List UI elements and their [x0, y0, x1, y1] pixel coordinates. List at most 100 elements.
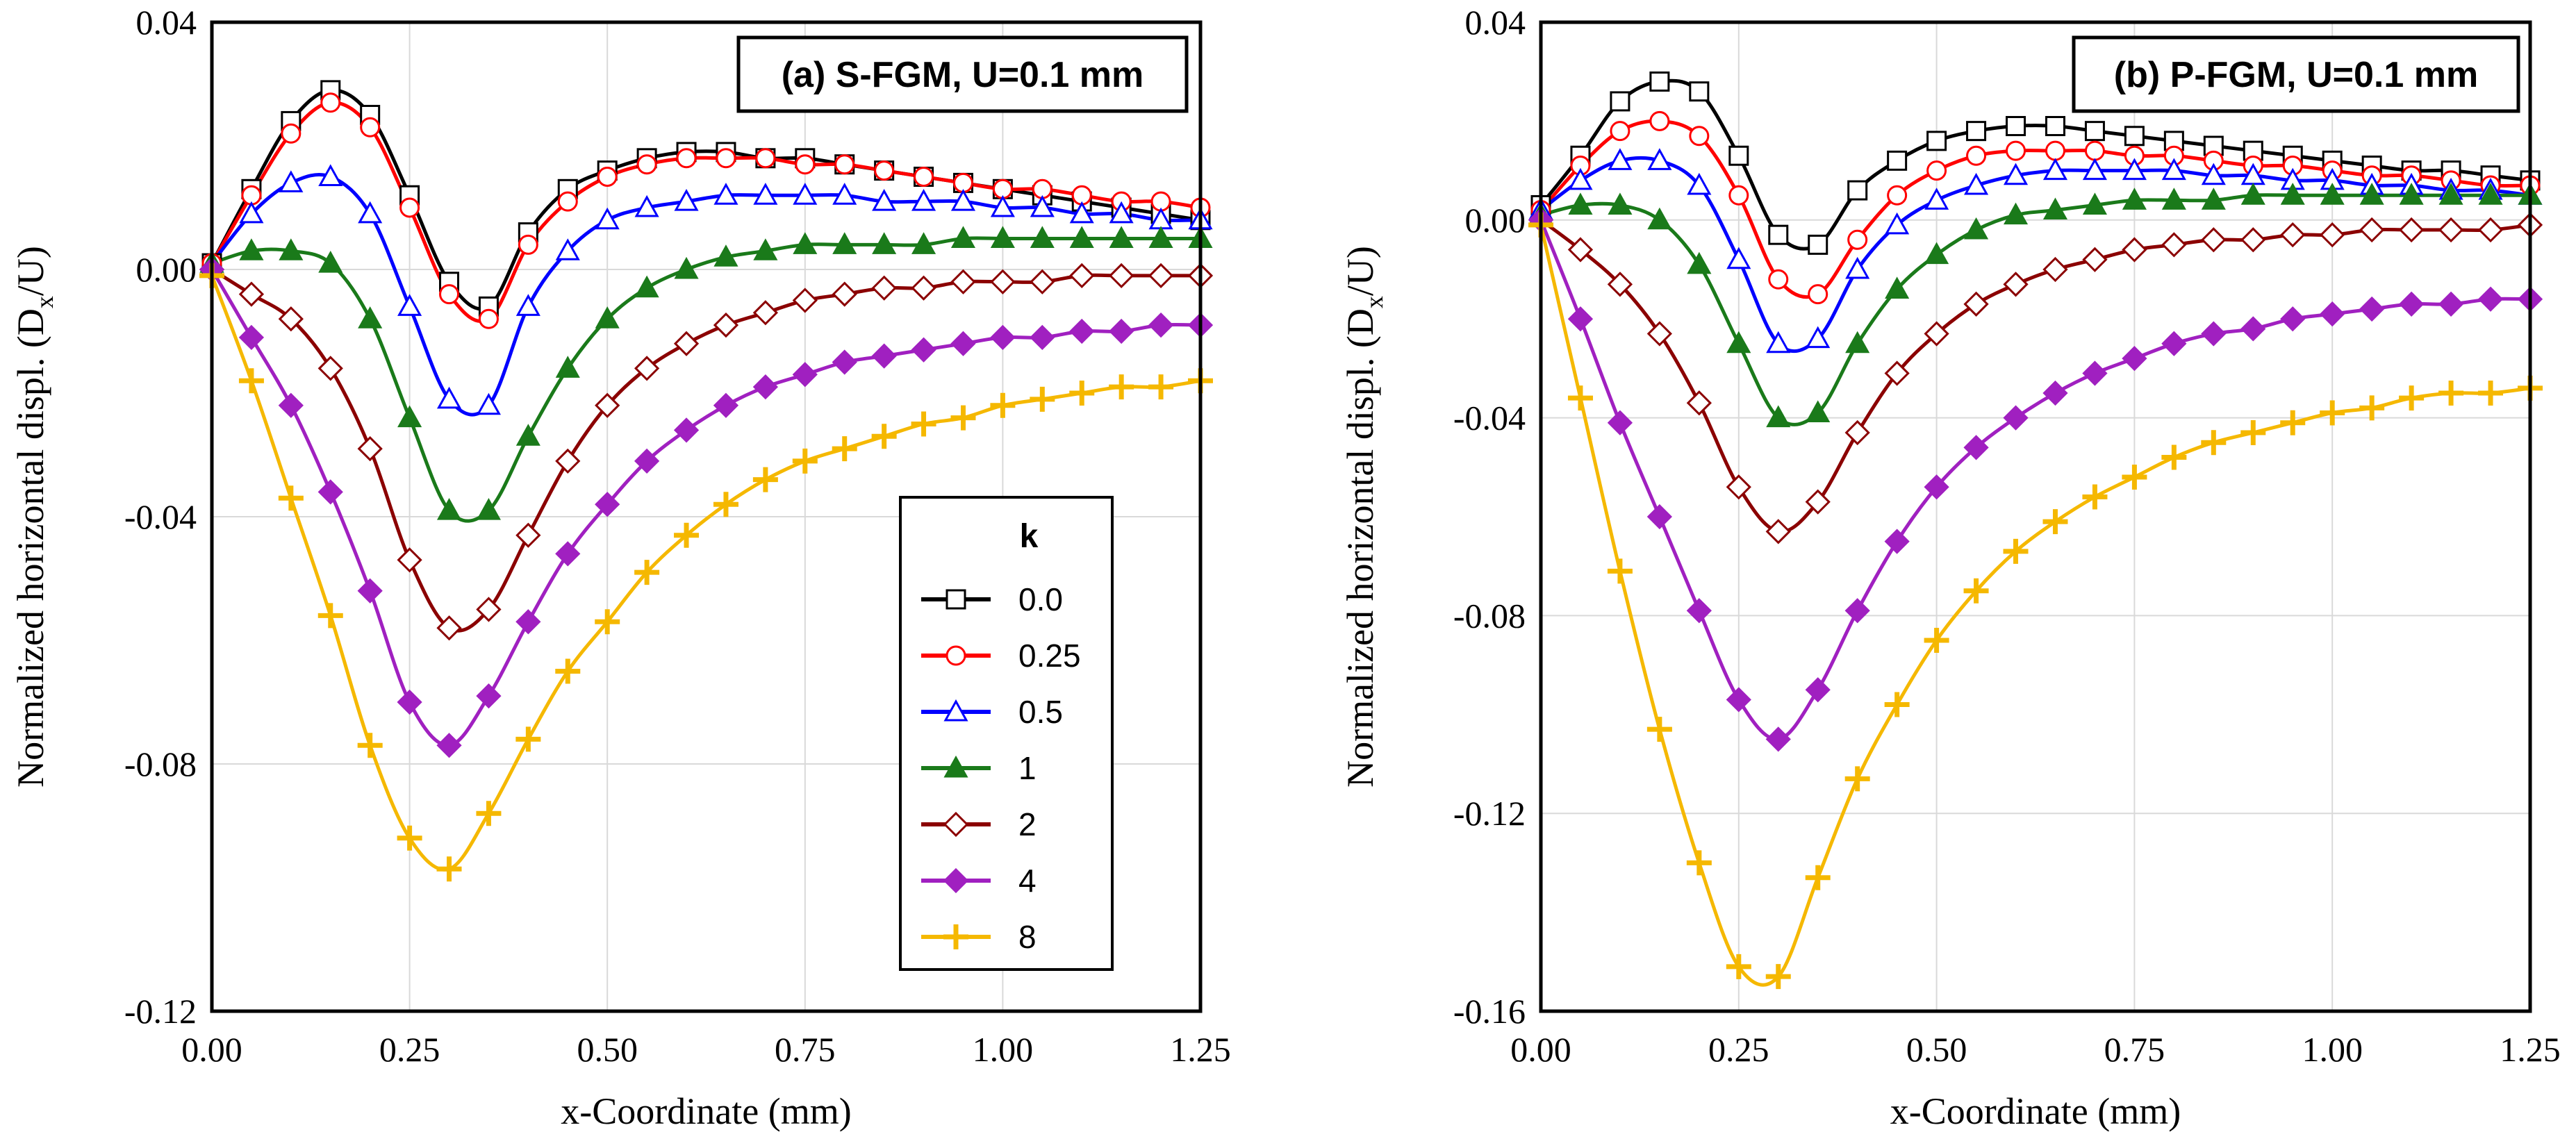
- data-point-k-8: [2082, 484, 2108, 510]
- data-point-k-1: [1030, 226, 1055, 248]
- data-point-k-8: [674, 522, 700, 548]
- data-point-k-2: [2201, 227, 2227, 253]
- data-point-k-4: [1924, 474, 1949, 500]
- data-point-k-4: [634, 448, 660, 474]
- data-point-k-1: [911, 232, 936, 254]
- data-point-k-4: [1844, 598, 1870, 624]
- data-point-k-0.0: [1966, 121, 1987, 142]
- data-point-k-1: [753, 238, 778, 260]
- data-point-k-4: [2082, 360, 2108, 386]
- data-point-k-8: [2161, 444, 2187, 470]
- data-point-k-8: [476, 801, 502, 826]
- data-point-k-8: [2320, 400, 2345, 426]
- data-point-k-0.5: [476, 392, 501, 415]
- data-point-k-2: [1844, 419, 1870, 446]
- y-tick-label: -0.08: [124, 744, 197, 783]
- data-point-k-2: [2003, 272, 2029, 297]
- data-point-k-0.25: [320, 92, 341, 113]
- data-point-k-0.5: [793, 183, 818, 205]
- x-tick-label: 1.25: [2500, 1030, 2561, 1069]
- x-tick-label: 1.25: [1170, 1030, 1231, 1069]
- legend-marker-k-1: [943, 755, 968, 778]
- data-point-k-0.25: [2045, 140, 2065, 161]
- data-point-k-1: [2003, 202, 2029, 225]
- data-point-k-8: [1030, 386, 1055, 412]
- data-point-k-8: [2122, 465, 2147, 490]
- data-point-k-2: [2082, 247, 2108, 272]
- legend-title: k: [1020, 518, 1039, 555]
- data-point-k-1: [476, 498, 501, 520]
- data-point-k-4: [555, 541, 581, 567]
- data-point-k-1: [279, 238, 304, 260]
- data-point-k-4: [357, 578, 383, 604]
- x-tick-label: 0.25: [1708, 1030, 1769, 1069]
- data-point-k-1: [2320, 183, 2345, 205]
- data-point-k-2: [911, 275, 936, 301]
- data-point-k-0.5: [279, 170, 304, 192]
- data-point-k-0.25: [439, 284, 460, 305]
- data-point-k-1: [318, 251, 343, 273]
- data-point-k-4: [1109, 318, 1134, 344]
- data-point-k-2: [515, 522, 541, 548]
- data-point-k-1: [515, 424, 540, 446]
- y-tick-label: -0.08: [1453, 596, 1526, 635]
- data-point-k-1: [436, 498, 462, 520]
- data-point-k-0.25: [518, 234, 538, 255]
- data-point-k-0.5: [1109, 201, 1134, 224]
- data-point-k-8: [871, 424, 897, 449]
- data-point-k-1: [1687, 251, 1712, 274]
- data-point-k-2: [397, 547, 422, 573]
- data-point-k-0.5: [2082, 158, 2107, 181]
- data-point-k-4: [1963, 435, 1989, 460]
- data-point-k-8: [634, 560, 660, 585]
- y-tick-label: 0.00: [136, 250, 197, 289]
- x-tick-label: 1.00: [2302, 1030, 2363, 1069]
- data-point-k-0.5: [1568, 167, 1593, 190]
- data-point-k-0.25: [281, 123, 302, 144]
- data-point-k-1: [2042, 197, 2068, 220]
- data-point-k-4: [1646, 504, 1673, 530]
- data-point-k-1: [1885, 276, 1910, 299]
- data-point-k-1: [2122, 188, 2147, 210]
- legend-label: 8: [1018, 919, 1037, 955]
- data-point-k-2: [317, 356, 343, 381]
- data-point-k-0.5: [1647, 148, 1672, 170]
- y-axis-label-sub: x: [31, 296, 58, 308]
- y-tick-label: 0.04: [1465, 3, 1526, 42]
- y-tick-label: -0.12: [124, 992, 197, 1031]
- data-point-k-8: [1069, 381, 1095, 406]
- data-point-k-0.5: [674, 189, 699, 211]
- data-point-k-0.25: [1847, 229, 1868, 250]
- data-point-k-8: [397, 825, 422, 851]
- data-point-k-1: [674, 256, 699, 279]
- data-point-k-8: [752, 467, 778, 492]
- data-point-k-0.0: [1649, 71, 1670, 92]
- data-point-k-2: [871, 275, 897, 301]
- data-point-k-0.5: [990, 194, 1015, 217]
- data-point-k-0.5: [239, 201, 264, 224]
- data-point-k-0.5: [318, 164, 343, 186]
- data-point-k-1: [239, 238, 264, 260]
- data-point-k-8: [1646, 717, 1672, 742]
- data-point-k-0.5: [2201, 163, 2226, 185]
- data-point-k-1: [832, 232, 857, 254]
- data-point-k-4: [2477, 286, 2504, 312]
- data-point-k-0.5: [1687, 172, 1712, 195]
- data-point-k-0.25: [676, 148, 697, 169]
- legend: k 0.0 0.25 0.5 1 2 4 8: [899, 496, 1114, 971]
- data-point-k-0.5: [2003, 163, 2029, 185]
- data-point-k-1: [2201, 188, 2226, 210]
- data-point-k-1: [555, 356, 580, 378]
- data-point-k-0.5: [595, 207, 620, 230]
- data-point-k-1: [1726, 331, 1751, 353]
- data-point-k-2: [436, 615, 462, 641]
- data-point-k-2: [792, 288, 818, 313]
- series-line-k-1: [211, 236, 1200, 523]
- data-point-k-0.5: [397, 294, 422, 316]
- data-point-k-8: [357, 733, 383, 758]
- data-point-k-0.0: [1926, 131, 1947, 151]
- data-point-k-0.0: [2163, 131, 2184, 151]
- data-point-k-1: [1109, 226, 1134, 248]
- legend-marker-k-0.5: [943, 699, 968, 722]
- legend-label: 0.5: [1018, 694, 1063, 730]
